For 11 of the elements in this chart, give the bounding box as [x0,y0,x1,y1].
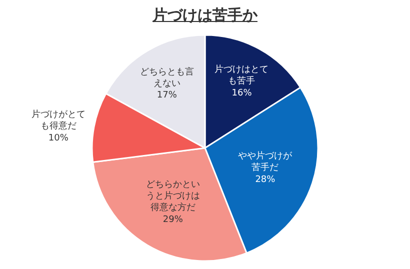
data-label: 29% [162,214,184,225]
slice-label: どちらかというと片づけは得意な方だ [146,180,200,214]
slice-label: どちらとも言えない [140,66,194,90]
data-label: 16% [232,88,252,98]
slice-label: 片づけはとても苦手 [214,64,269,87]
data-label: 28% [255,174,276,185]
slice-label: やや片づけが苦手だ [238,150,294,174]
slice-label: 片づけがとても得意だ [31,109,86,132]
data-label: 17% [156,90,178,101]
data-label: 10% [48,133,69,144]
chart-title: 片づけは苦手か [152,6,258,24]
